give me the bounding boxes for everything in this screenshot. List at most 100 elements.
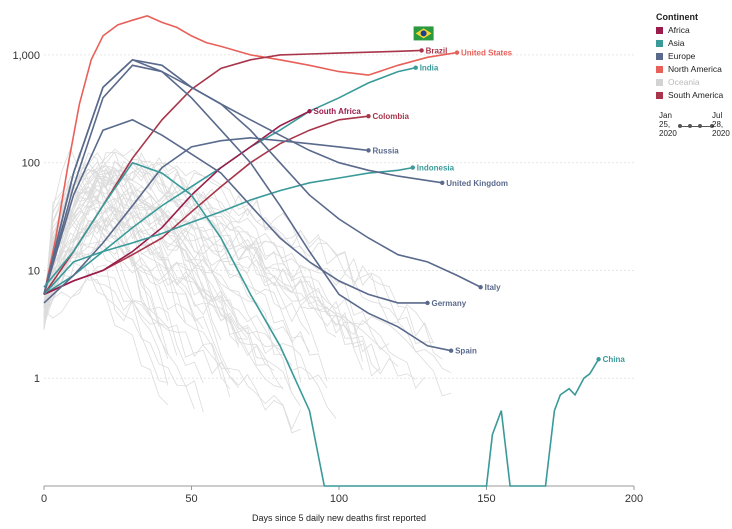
timeline-end-label: Jul 28, 2020 <box>712 111 730 138</box>
x-tick-label: 150 <box>477 493 495 505</box>
legend-item-oceania[interactable]: Oceania <box>656 76 730 89</box>
series-endpoint <box>307 109 312 114</box>
background-country-line <box>43 152 434 344</box>
legend-title: Continent <box>656 12 698 22</box>
background-country-line <box>43 147 160 327</box>
series-line-russia <box>43 136 369 304</box>
brazil-flag-globe <box>420 30 427 37</box>
legend-swatch <box>656 92 663 99</box>
background-country-line <box>43 219 284 389</box>
series-label: Germany <box>432 299 467 308</box>
background-country-line <box>43 188 266 366</box>
timeline-end-year: 2020 <box>712 129 730 138</box>
background-country-line <box>43 272 301 431</box>
series-endpoint <box>366 148 371 153</box>
background-country-line <box>43 203 399 375</box>
series-endpoint <box>413 65 418 70</box>
y-tick-label: 10 <box>28 265 40 277</box>
background-country-line <box>43 168 204 330</box>
background-country-line <box>43 190 452 374</box>
background-country-line <box>43 257 169 406</box>
series-line-indonesia <box>43 166 413 295</box>
legend-item-africa[interactable]: Africa <box>656 24 730 37</box>
series-endpoint <box>419 48 424 53</box>
timeline-track[interactable] <box>678 124 714 128</box>
background-country-line <box>43 205 275 371</box>
timeline-start-handle[interactable] <box>678 124 682 128</box>
background-country-line <box>43 173 178 356</box>
series-line-united-states <box>43 15 458 295</box>
background-country-line <box>43 199 293 394</box>
background-country-line <box>43 181 169 360</box>
series-label: United Kingdom <box>446 179 508 188</box>
legend-label: Africa <box>668 25 690 35</box>
background-country-line <box>43 222 204 383</box>
background-country-line <box>43 217 168 383</box>
series-label: India <box>420 64 439 73</box>
legend-item-south-america[interactable]: South America <box>656 89 730 102</box>
series-endpoint <box>478 284 483 290</box>
legend-swatch <box>656 66 663 73</box>
background-country-line <box>43 264 301 434</box>
legend-item-asia[interactable]: Asia <box>656 37 730 50</box>
legend-label: Europe <box>668 51 696 61</box>
series-endpoint <box>425 300 430 306</box>
legend-swatch <box>656 27 663 34</box>
timeline-start-year: 2020 <box>659 129 677 138</box>
background-country-line <box>43 212 416 380</box>
background-country-line <box>43 246 204 413</box>
series-label: South Africa <box>314 107 362 116</box>
series-line-spain <box>43 58 452 352</box>
legend-label: South America <box>668 90 724 100</box>
series-line-italy <box>43 64 481 295</box>
series-label: China <box>603 355 626 364</box>
series-line-china <box>43 161 600 487</box>
background-country-line <box>43 241 337 419</box>
legend-label: Oceania <box>668 77 700 87</box>
date-range-slider[interactable]: Jan 25, 2020 Jul 28, 2020 <box>656 111 730 151</box>
series-endpoint <box>448 348 454 353</box>
background-country-line <box>43 169 363 371</box>
y-tick-label: 100 <box>22 158 40 170</box>
timeline-end-month: Jul <box>712 111 723 120</box>
series-line-germany <box>43 118 428 304</box>
x-tick-label: 100 <box>330 493 348 505</box>
series-endpoint <box>454 50 460 55</box>
legend-label: North America <box>668 64 722 74</box>
background-country-line <box>43 205 425 389</box>
series-endpoint <box>440 180 445 186</box>
legend-swatch <box>656 79 663 86</box>
series-label: Colombia <box>373 112 410 121</box>
series-endpoint <box>366 113 371 119</box>
timeline-end-handle[interactable] <box>710 124 714 128</box>
series-label: Spain <box>455 347 477 356</box>
background-country-line <box>43 192 381 371</box>
legend: Continent Africa Asia Europe North Ameri… <box>656 12 730 151</box>
legend-swatch <box>656 40 663 47</box>
background-country-line <box>43 167 363 362</box>
legend-label: Asia <box>668 38 685 48</box>
legend-item-north-america[interactable]: North America <box>656 63 730 76</box>
series-label: Italy <box>485 283 502 292</box>
timeline-end-day: 28, <box>712 120 724 129</box>
y-tick-label: 1,000 <box>12 50 40 62</box>
legend-swatch <box>656 53 663 60</box>
timeline-start-month: Jan <box>659 111 672 120</box>
x-tick-label: 0 <box>41 493 47 505</box>
series-label: Brazil <box>426 46 448 55</box>
series-line-south-africa <box>43 110 310 296</box>
background-country-line <box>43 196 240 389</box>
timeline-dot <box>688 124 692 128</box>
series-label: Russia <box>373 146 400 155</box>
y-tick-label: 1 <box>34 373 40 385</box>
x-tick-label: 50 <box>185 493 197 505</box>
series-endpoint <box>410 165 415 170</box>
series-endpoint <box>596 357 601 362</box>
background-country-line <box>43 217 231 390</box>
series-line-india <box>43 66 416 296</box>
legend-item-europe[interactable]: Europe <box>656 50 730 63</box>
series-label: Indonesia <box>417 164 455 173</box>
series-label: United States <box>461 49 513 58</box>
x-axis-label: Days since 5 daily new deaths first repo… <box>252 513 426 523</box>
